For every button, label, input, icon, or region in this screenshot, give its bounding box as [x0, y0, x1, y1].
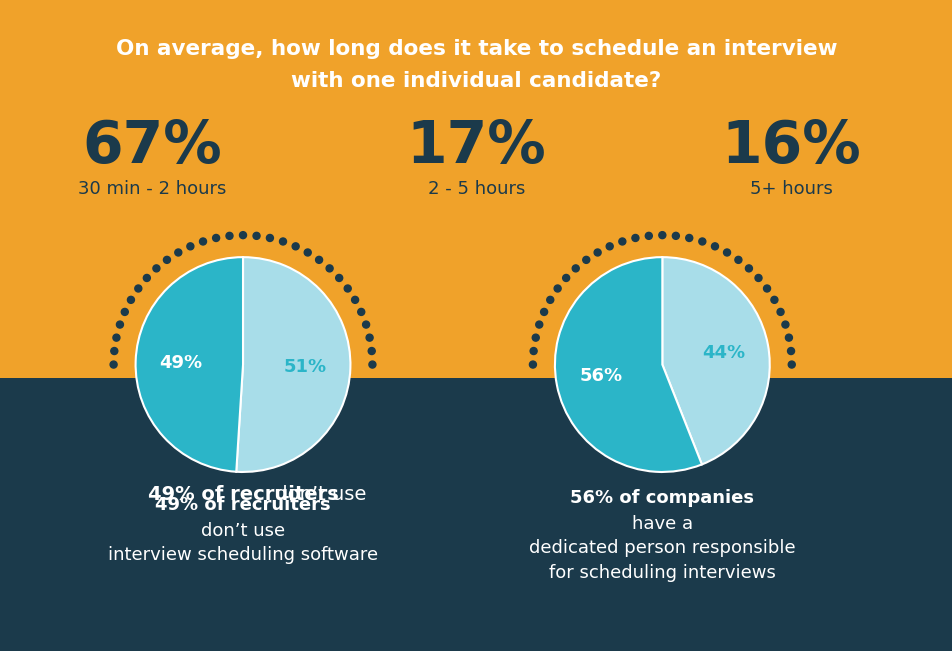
Circle shape — [786, 348, 794, 355]
Circle shape — [362, 321, 369, 328]
Circle shape — [368, 361, 375, 368]
Circle shape — [619, 485, 625, 490]
Circle shape — [763, 285, 770, 292]
Text: with one individual candidate?: with one individual candidate? — [291, 72, 661, 91]
Text: On average, how long does it take to schedule an interview: On average, how long does it take to sch… — [115, 39, 837, 59]
Circle shape — [199, 238, 207, 245]
Circle shape — [345, 438, 349, 443]
Circle shape — [540, 309, 547, 316]
Circle shape — [698, 238, 705, 245]
Circle shape — [143, 275, 150, 281]
Text: 16%: 16% — [721, 118, 860, 175]
Circle shape — [571, 265, 579, 272]
Text: 5+ hours: 5+ hours — [749, 180, 831, 198]
Circle shape — [351, 296, 358, 303]
Circle shape — [734, 256, 741, 264]
Circle shape — [744, 265, 752, 272]
Circle shape — [618, 238, 625, 245]
Wedge shape — [236, 257, 350, 472]
Text: don’t use: don’t use — [119, 485, 367, 505]
Text: don’t use: don’t use — [201, 521, 285, 540]
Text: 49%: 49% — [159, 353, 202, 372]
Circle shape — [546, 296, 553, 303]
Circle shape — [357, 309, 365, 316]
Circle shape — [279, 238, 287, 245]
Circle shape — [555, 438, 560, 443]
Circle shape — [267, 234, 273, 242]
Circle shape — [292, 243, 299, 250]
Circle shape — [187, 243, 193, 250]
Circle shape — [723, 249, 730, 256]
Text: have a: have a — [631, 515, 692, 533]
Circle shape — [764, 438, 768, 443]
Circle shape — [134, 285, 142, 292]
Circle shape — [280, 485, 286, 490]
Text: 56%: 56% — [579, 367, 622, 385]
Circle shape — [593, 249, 601, 256]
Bar — [0, 378, 952, 651]
Circle shape — [335, 275, 343, 281]
Circle shape — [781, 321, 788, 328]
Circle shape — [212, 234, 219, 242]
Text: 49% of recruiters: 49% of recruiters — [148, 485, 338, 505]
Text: 17%: 17% — [407, 118, 545, 175]
Circle shape — [776, 309, 783, 316]
Circle shape — [128, 296, 134, 303]
Circle shape — [110, 348, 118, 355]
Circle shape — [631, 234, 638, 242]
Circle shape — [658, 232, 665, 239]
Circle shape — [152, 265, 160, 272]
Circle shape — [770, 296, 777, 303]
Circle shape — [315, 256, 322, 264]
Circle shape — [531, 334, 539, 341]
Circle shape — [326, 265, 333, 272]
Text: interview scheduling software: interview scheduling software — [108, 546, 378, 564]
Text: 49% of recruiters: 49% of recruiters — [155, 495, 330, 514]
Text: 51%: 51% — [284, 357, 327, 376]
Text: 44%: 44% — [702, 344, 744, 362]
Circle shape — [174, 249, 182, 256]
Text: 67%: 67% — [83, 118, 222, 175]
Bar — [0, 0, 952, 378]
Circle shape — [344, 285, 351, 292]
Circle shape — [645, 232, 651, 240]
Text: 30 min - 2 hours: 30 min - 2 hours — [78, 180, 227, 198]
Wedge shape — [662, 257, 769, 464]
Circle shape — [116, 321, 124, 328]
Text: 56% of companies: 56% of companies — [569, 489, 754, 507]
Circle shape — [562, 275, 569, 281]
Circle shape — [112, 334, 120, 341]
Circle shape — [367, 348, 375, 355]
Circle shape — [553, 285, 561, 292]
Text: 2 - 5 hours: 2 - 5 hours — [427, 180, 525, 198]
Circle shape — [529, 348, 537, 355]
Circle shape — [685, 234, 692, 242]
Circle shape — [136, 438, 141, 443]
Circle shape — [304, 249, 311, 256]
Circle shape — [253, 232, 260, 240]
Circle shape — [672, 232, 679, 240]
Circle shape — [200, 485, 206, 490]
Circle shape — [529, 361, 536, 368]
Circle shape — [711, 243, 718, 250]
Wedge shape — [554, 257, 701, 472]
Wedge shape — [135, 257, 243, 472]
Circle shape — [754, 275, 762, 281]
Circle shape — [787, 361, 794, 368]
Circle shape — [784, 334, 792, 341]
Circle shape — [699, 485, 704, 490]
Circle shape — [164, 256, 170, 264]
Circle shape — [121, 309, 129, 316]
Circle shape — [366, 334, 373, 341]
Circle shape — [110, 361, 117, 368]
Circle shape — [535, 321, 543, 328]
Circle shape — [605, 243, 612, 250]
Circle shape — [226, 232, 232, 240]
Circle shape — [239, 232, 247, 239]
Text: dedicated person responsible: dedicated person responsible — [528, 539, 795, 557]
Circle shape — [583, 256, 589, 264]
Text: for scheduling interviews: for scheduling interviews — [548, 564, 775, 582]
